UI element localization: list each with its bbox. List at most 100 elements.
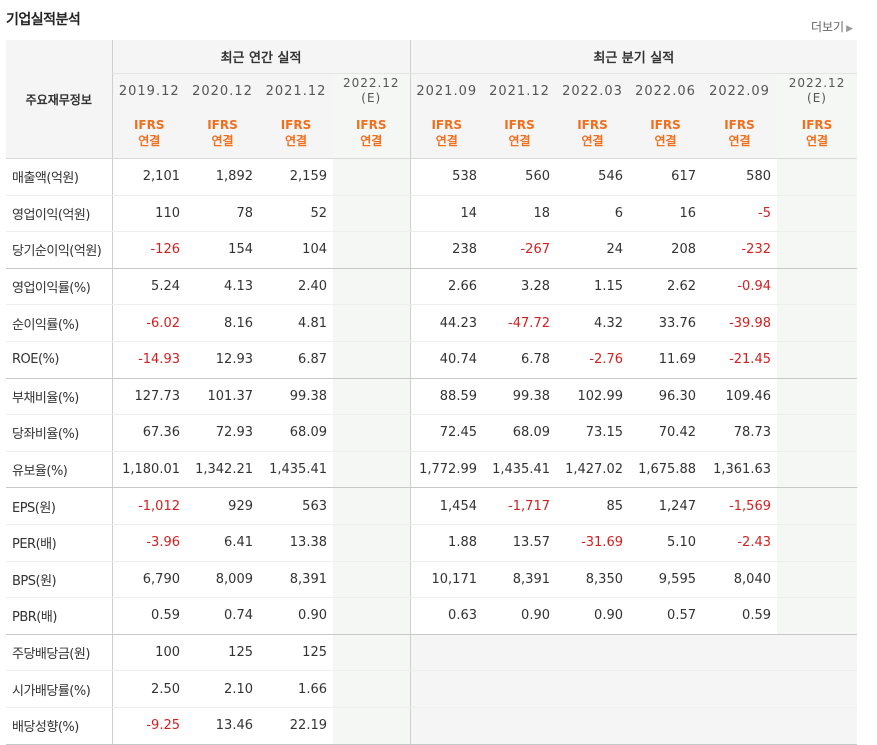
- value-cell: -47.72: [483, 304, 556, 342]
- value-cell: 68.09: [483, 414, 556, 452]
- value-cell: [483, 707, 556, 745]
- value-cell: [777, 195, 858, 233]
- value-cell: [777, 231, 858, 269]
- value-cell: 110: [111, 195, 186, 233]
- value-cell: 0.90: [483, 597, 556, 635]
- value-cell: 9,595: [629, 561, 702, 599]
- table-row: 매출액(억원) 2,101 1,892 2,159 538 560 546 617 580: [6, 158, 858, 196]
- value-cell: [777, 341, 858, 379]
- value-cell: [333, 634, 410, 672]
- accounting-standard: IFRS 연결: [556, 108, 629, 159]
- value-cell: 1.66: [259, 670, 333, 708]
- accounting-top: IFRS: [724, 118, 755, 132]
- value-cell: [777, 707, 858, 745]
- value-cell: 4.81: [259, 304, 333, 342]
- value-cell: -126: [111, 231, 186, 269]
- period-header: 2020.12: [186, 73, 259, 108]
- value-cell: 546: [556, 158, 629, 196]
- accounting-top: IFRS: [650, 118, 681, 132]
- value-cell: [629, 707, 702, 745]
- table-row: BPS(원) 6,790 8,009 8,391 10,171 8,391 8,350 9,5…: [6, 561, 858, 599]
- value-cell: -232: [702, 231, 777, 269]
- section-title: 기업실적분석: [6, 12, 81, 28]
- row-label: 배당성향(%): [6, 707, 112, 745]
- value-cell: [483, 634, 556, 672]
- value-cell: 104: [259, 231, 333, 269]
- accounting-bottom: 연결: [654, 134, 677, 148]
- value-cell: 96.30: [629, 378, 702, 416]
- period-label: 2022.12: [342, 76, 400, 90]
- value-cell: 154: [186, 231, 259, 269]
- more-link[interactable]: 더보기 ▶: [811, 18, 853, 35]
- row-label: 매출액(억원): [6, 158, 112, 196]
- value-cell: -14.93: [111, 341, 186, 379]
- value-cell: 101.37: [186, 378, 259, 416]
- value-cell: 6.78: [483, 341, 556, 379]
- value-cell: 78.73: [702, 414, 777, 452]
- value-cell: 2.66: [409, 268, 483, 306]
- accounting-standard: IFRS 연결: [702, 108, 777, 159]
- value-cell: -2.43: [702, 524, 777, 562]
- value-cell: 40.74: [409, 341, 483, 379]
- value-cell: 3.28: [483, 268, 556, 306]
- value-cell: 4.13: [186, 268, 259, 306]
- value-cell: 1.15: [556, 268, 629, 306]
- value-cell: 1,435.41: [259, 451, 333, 489]
- value-cell: [629, 670, 702, 708]
- value-cell: 127.73: [111, 378, 186, 416]
- value-cell: 70.42: [629, 414, 702, 452]
- value-cell: 18: [483, 195, 556, 233]
- period-header: 2021.09: [409, 73, 483, 108]
- accounting-top: IFRS: [504, 118, 535, 132]
- table-row: 당좌비율(%) 67.36 72.93 68.09 72.45 68.09 73.15 70.…: [6, 414, 858, 452]
- value-cell: -21.45: [702, 341, 777, 379]
- value-cell: [333, 268, 410, 306]
- accounting-bottom: 연결: [284, 134, 308, 148]
- period-label: 2021.09: [416, 83, 478, 99]
- period-label: 2022.06: [635, 83, 696, 99]
- accounting-bottom: 연결: [138, 134, 161, 148]
- accounting-bottom: 연결: [360, 134, 383, 148]
- value-cell: 8,391: [259, 561, 333, 599]
- accounting-standard: IFRS 연결: [186, 108, 259, 159]
- value-cell: 24: [556, 231, 629, 269]
- value-cell: 1,180.01: [111, 451, 186, 489]
- value-cell: 4.32: [556, 304, 629, 342]
- value-cell: 13.38: [259, 524, 333, 562]
- value-cell: 1,675.88: [629, 451, 702, 489]
- value-cell: [777, 414, 858, 452]
- accounting-top: IFRS: [355, 118, 387, 132]
- value-cell: 929: [186, 487, 259, 525]
- value-cell: [777, 268, 858, 306]
- value-cell: 208: [629, 231, 702, 269]
- value-cell: [333, 707, 410, 745]
- value-cell: 102.99: [556, 378, 629, 416]
- value-cell: -3.96: [111, 524, 186, 562]
- value-cell: -0.94: [702, 268, 777, 306]
- value-cell: -2.76: [556, 341, 629, 379]
- estimate-marker: (E): [361, 91, 382, 105]
- value-cell: 0.59: [702, 597, 777, 635]
- value-cell: [333, 304, 410, 342]
- value-cell: 73.15: [556, 414, 629, 452]
- value-cell: 88.59: [409, 378, 483, 416]
- period-header-row: 2019.12 2020.12 2021.12 2022.12 (E) 2021.09 20…: [6, 73, 858, 108]
- table-row: ROE(%) -14.93 12.93 6.87 40.74 6.78 -2.76 11.69…: [6, 341, 858, 379]
- value-cell: [333, 561, 410, 599]
- value-cell: 538: [409, 158, 483, 196]
- value-cell: 2.50: [111, 670, 186, 708]
- value-cell: 44.23: [409, 304, 483, 342]
- value-cell: 72.45: [409, 414, 483, 452]
- row-label-header: 주요재무정보: [6, 40, 112, 159]
- value-cell: 0.57: [629, 597, 702, 635]
- value-cell: [333, 231, 410, 269]
- accounting-bottom: 연결: [435, 134, 458, 148]
- value-cell: [333, 597, 410, 635]
- table-row: 순이익률(%) -6.02 8.16 4.81 44.23 -47.72 4.32 33.76…: [6, 304, 858, 342]
- value-cell: [777, 378, 858, 416]
- value-cell: 2.40: [259, 268, 333, 306]
- row-label: 영업이익(억원): [6, 195, 112, 233]
- value-cell: [777, 487, 858, 525]
- value-cell: 52: [259, 195, 333, 233]
